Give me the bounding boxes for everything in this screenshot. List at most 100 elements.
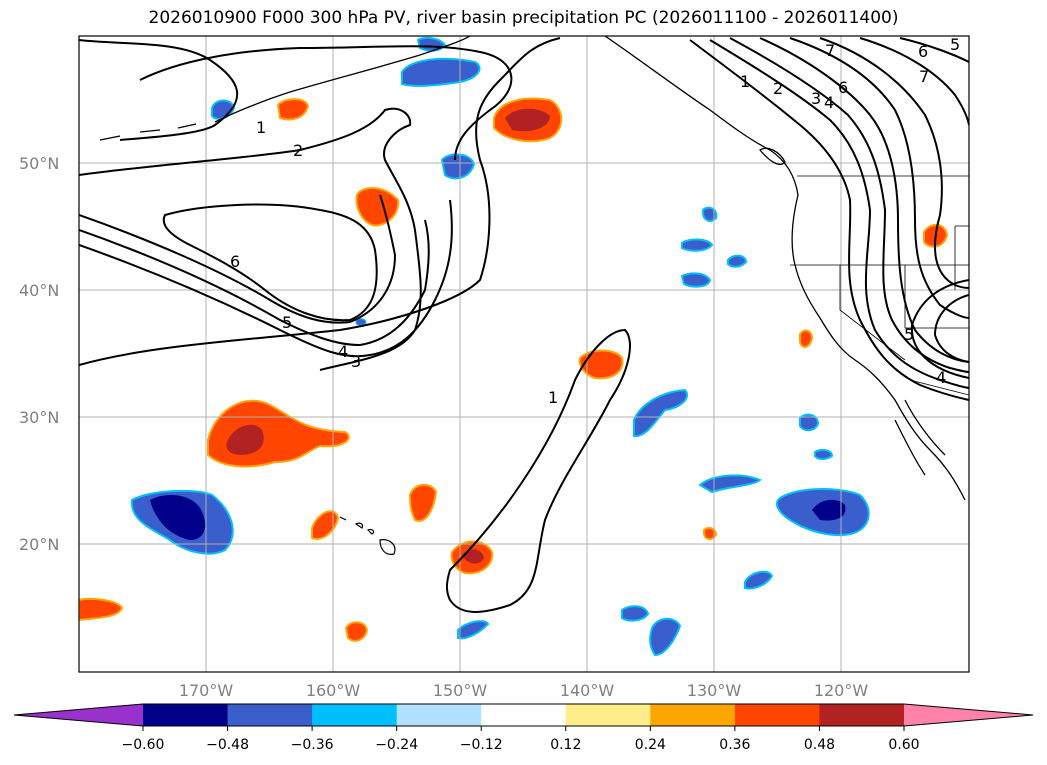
colorbar-segment [565, 704, 651, 726]
precip-negative-area [457, 620, 490, 640]
precip-negative-core [150, 495, 206, 540]
lat-label: 30°N [19, 408, 59, 427]
precip-negative-area [440, 153, 476, 180]
pv-contour-5 [79, 194, 397, 324]
pv-label: 1 [548, 388, 558, 407]
precip-positive-area [311, 510, 340, 540]
precip-positive-area [578, 349, 624, 380]
lat-label: 20°N [19, 535, 59, 554]
pv-contour-6 [162, 203, 378, 322]
colorbar-segment [143, 704, 229, 726]
colorbar-segment [734, 704, 820, 726]
lat-label: 50°N [19, 154, 59, 173]
pv-contour-4 [79, 219, 430, 347]
colorbar-segment [227, 704, 313, 726]
map-background [79, 36, 969, 672]
pv-contour-se [910, 279, 969, 379]
colorbar-tick-label: 0.12 [550, 737, 581, 753]
precip-negative-area [633, 388, 688, 438]
colorbar-tick-label: 0.60 [888, 737, 919, 753]
pv-contour-west-upper [139, 45, 513, 161]
colorbar-tick-label: −0.12 [460, 737, 503, 753]
precip-positive-area [79, 597, 124, 622]
pv-contour-3 [79, 199, 453, 358]
precip-positive-area [276, 98, 310, 121]
aleutian-islands [99, 123, 197, 141]
pv-label: 3 [811, 89, 821, 108]
colorbar-extend-high [904, 704, 1033, 726]
pv-contour-coast-5 [789, 37, 969, 319]
map-frame [78, 35, 970, 673]
pv-label: 5 [950, 35, 960, 54]
latitude-labels: 50°N 40°N 30°N 20°N [19, 154, 59, 554]
colorbar-extend-low [14, 704, 143, 726]
precip-negative-area [355, 318, 367, 326]
pv-label: 2 [773, 79, 783, 98]
precip-positive-core [226, 424, 264, 455]
pv-label: 2 [293, 141, 303, 160]
pv-label: 1 [256, 118, 266, 137]
pv-label: 3 [351, 352, 361, 371]
colorbar-segment [650, 704, 736, 726]
pv-contour-coast-6 [819, 37, 969, 289]
pv-contour-2 [79, 107, 422, 371]
colorbar-tick-label: 0.36 [719, 737, 750, 753]
colorbar-tick-label: 0.24 [635, 737, 666, 753]
lon-label: 130°W [687, 681, 742, 700]
lon-label: 150°W [433, 681, 488, 700]
colorbar-segment [819, 704, 905, 726]
north-america-coast [604, 36, 966, 501]
colorbar-segment [396, 704, 482, 726]
colorbar-tick-label: −0.36 [291, 737, 334, 753]
pv-label: 4 [824, 93, 834, 112]
baja-california [894, 399, 946, 476]
pv-label: 4 [936, 368, 946, 387]
pv-contour-1 [79, 37, 561, 366]
map-title: 2026010900 F000 300 hPa PV, river basin … [148, 8, 899, 28]
pv-contour-coast-3 [729, 37, 969, 373]
precip-positive-core [505, 108, 550, 132]
pv-contour-coast-8 [899, 37, 969, 63]
precip-negative-area [680, 272, 712, 288]
precip-negative-area [814, 448, 834, 460]
precip-positive-area [355, 187, 400, 227]
pv-contour-coast-1 [689, 39, 969, 401]
precip-positive-area [344, 621, 369, 642]
pv-contours [79, 37, 969, 613]
lon-label: 120°W [814, 681, 869, 700]
pv-label: 5 [904, 325, 914, 344]
pv-label: 7 [919, 67, 929, 86]
pv-contour-coast-2 [709, 39, 969, 389]
colorbar-tick-label: −0.24 [375, 737, 418, 753]
precip-positive-area [408, 483, 438, 522]
pv-label: 4 [338, 342, 348, 361]
lat-label: 40°N [19, 281, 59, 300]
colorbar-tick-label: −0.60 [122, 737, 165, 753]
lon-label: 160°W [306, 681, 361, 700]
lon-label: 170°W [179, 681, 234, 700]
precip-positive-area [799, 329, 814, 348]
pv-label: 6 [918, 42, 928, 61]
precip-negative-area [702, 206, 718, 222]
pv-contour-1b [446, 328, 631, 613]
precip-negative-area [649, 617, 682, 657]
colorbar-tick-label: −0.48 [206, 737, 249, 753]
precip-positive-area [703, 526, 718, 540]
pv-label: 6 [838, 78, 848, 97]
colorbar-segment [312, 704, 398, 726]
graticule [79, 36, 969, 672]
lon-label: 140°W [560, 681, 615, 700]
precip-negative-area [681, 238, 714, 252]
pv-label: 6 [230, 252, 240, 271]
precip-negative-area [799, 413, 820, 432]
precip-negative-area [727, 254, 748, 268]
pv-label: 1 [740, 72, 750, 91]
colorbar-tick-label: 0.48 [804, 737, 835, 753]
pv-contour-coast-7 [859, 37, 969, 126]
pv-label: 5 [282, 313, 292, 332]
pv-contour-coast-4 [759, 37, 969, 363]
hawaiian-islands [339, 516, 396, 555]
pv-label: 7 [825, 41, 835, 60]
colorbar: −0.60 −0.48 −0.36 −0.24 −0.12 0.12 0.24 0.36 0.4… [13, 703, 1034, 753]
